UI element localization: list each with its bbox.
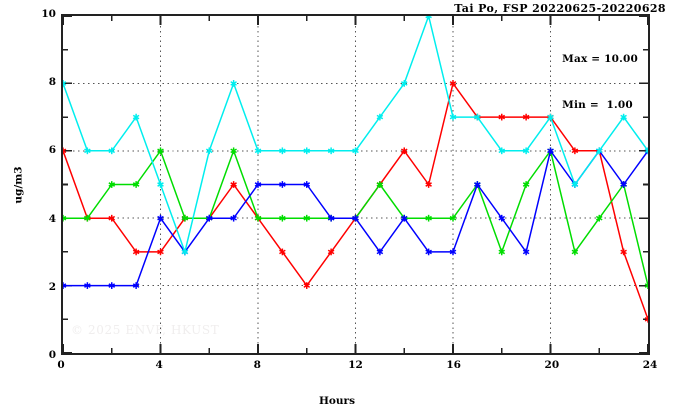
y-tick-label: 4 (48, 212, 56, 225)
x-tick-label: 12 (348, 359, 363, 371)
plot-area: Max = 10.00 Min = 1.00 © 2025 ENVF, HKUS… (61, 14, 650, 355)
series-layer (63, 16, 648, 323)
stat-min: Min = 1.00 (562, 99, 633, 112)
x-tick-label: 8 (253, 359, 261, 371)
x-tick-label: 20 (544, 359, 560, 371)
x-tick-label: 4 (155, 359, 163, 371)
x-axis-title: Hours (318, 395, 356, 407)
chart-title: Tai Po, FSP 20220625-20220628 (454, 2, 666, 15)
stats-annotation: Max = 10.00 Min = 1.00 (562, 22, 638, 144)
y-tick-label: 6 (48, 144, 56, 157)
y-tick-label: 8 (48, 76, 56, 89)
y-tick-label: 10 (41, 8, 56, 20)
y-tick-label: 2 (48, 280, 56, 293)
series-cyan (63, 16, 648, 256)
series-blue (63, 147, 648, 289)
stat-max: Max = 10.00 (562, 53, 638, 66)
x-tick-label: 24 (642, 359, 658, 371)
y-axis-title: ug/m3 (12, 165, 25, 204)
watermark: © 2025 ENVF, HKUST (71, 323, 220, 337)
x-tick-label: 16 (446, 359, 461, 371)
series-red (63, 80, 648, 323)
y-tick-label: 0 (48, 349, 56, 361)
x-tick-label: 0 (57, 359, 65, 371)
